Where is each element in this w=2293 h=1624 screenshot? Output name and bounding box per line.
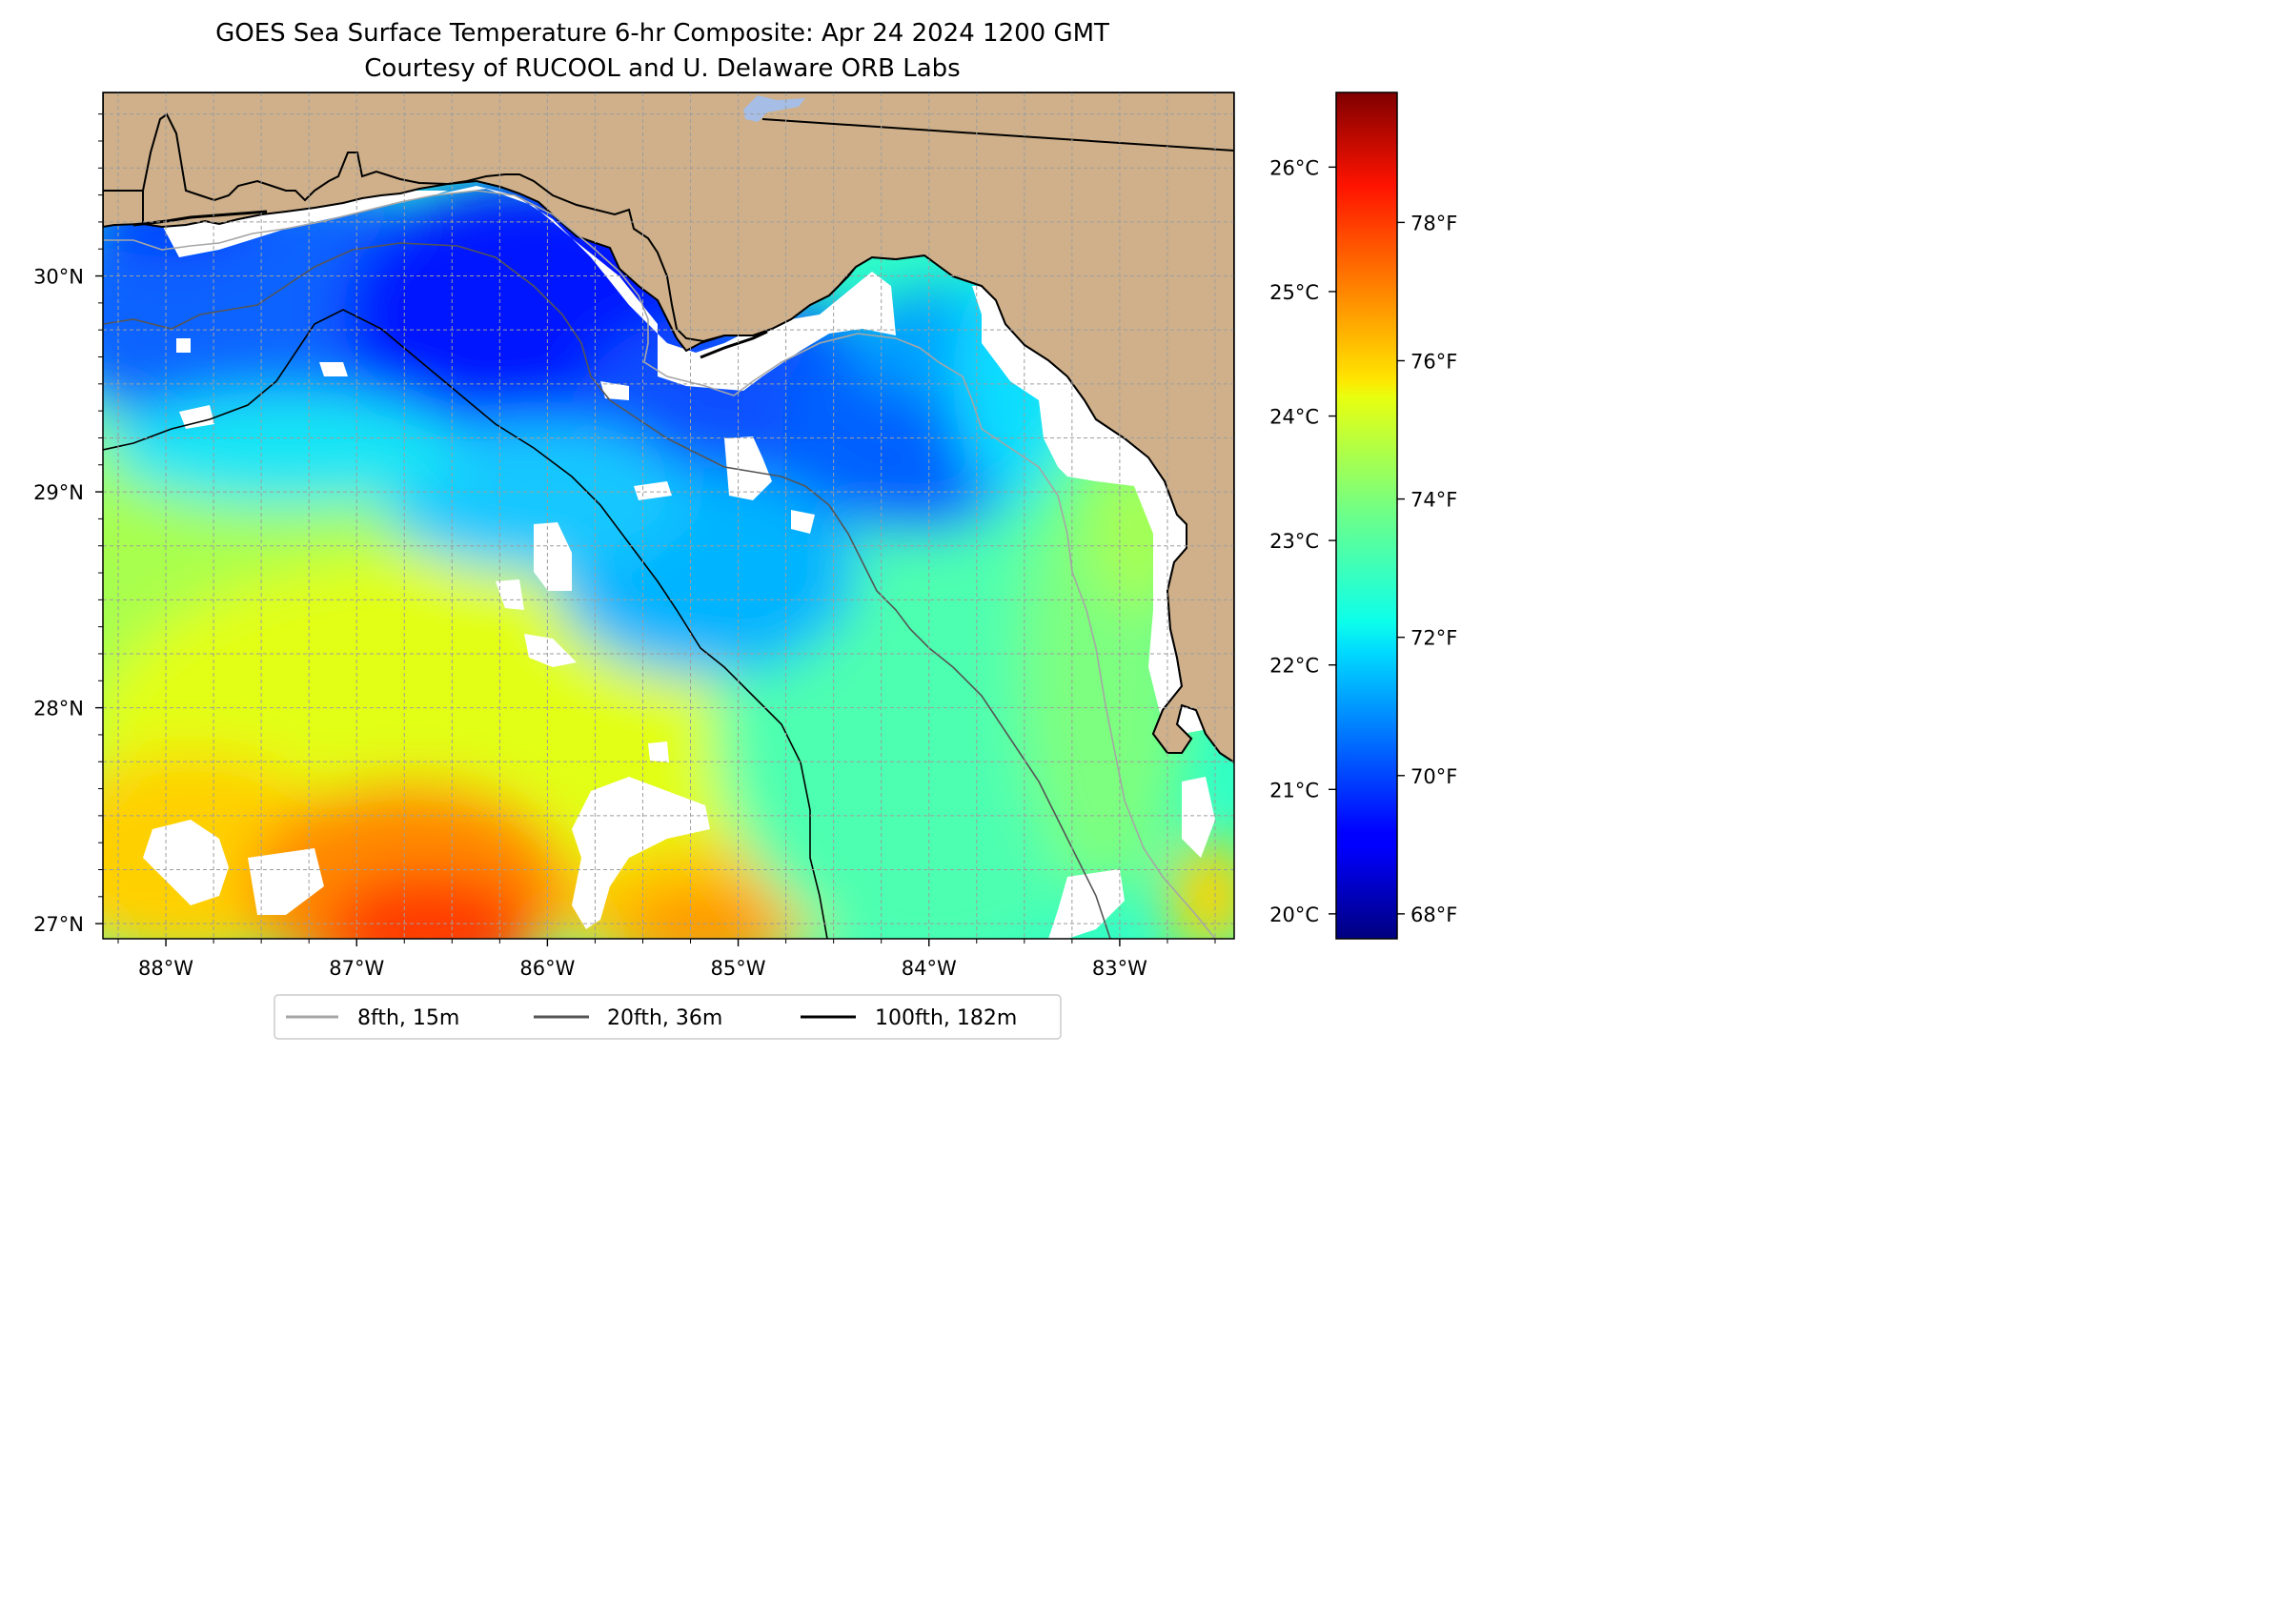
sst-field [103,181,1234,939]
lat-tick-label: 27°N [33,913,84,936]
state-border [761,118,1234,152]
celsius-tick-label: 20°C [1269,903,1319,926]
map-subtitle: Courtesy of RUCOOL and U. Delaware ORB L… [364,54,960,83]
fahrenheit-tick-label: 68°F [1410,903,1457,926]
celsius-tick-label: 24°C [1269,406,1319,429]
lon-tick-label: 86°W [519,957,575,980]
lake [743,95,805,122]
colorbar [1335,91,1398,940]
celsius-tick-label: 23°C [1269,530,1319,553]
lat-tick-label: 28°N [33,698,84,721]
legend-label-20fth: 20fth, 36m [607,1006,722,1030]
fahrenheit-tick-label: 72°F [1410,627,1457,650]
isobath-8fth-line [103,190,1216,939]
celsius-tick-label: 26°C [1269,156,1319,179]
celsius-tick-label: 21°C [1269,779,1319,802]
graticule [103,92,1234,939]
legend-label-100fth: 100fth, 182m [875,1006,1017,1030]
lat-tick-label: 30°N [33,266,84,289]
lon-tick-label: 84°W [902,957,957,980]
colorbar-celsius-axis: 20°C 21°C 22°C 23°C 24°C 25°C 26°C [1269,156,1336,926]
legend-box [274,994,1062,1040]
fahrenheit-tick-label: 74°F [1410,489,1457,512]
fahrenheit-tick-label: 70°F [1410,765,1457,788]
isobath-legend: 8fth, 15m 20fth, 36m 100fth, 182m [274,994,1062,1040]
lon-tick-label: 83°W [1092,957,1147,980]
isobath-100fth-line [103,309,828,939]
lon-axis: 88°W 87°W 86°W 85°W 84°W 83°W [117,939,1216,980]
celsius-tick-label: 22°C [1269,655,1319,678]
lon-tick-label: 88°W [138,957,193,980]
legend-label-8fth: 8fth, 15m [357,1006,459,1030]
sst-map-figure: GOES Sea Surface Temperature 6-hr Compos… [33,19,1457,1040]
lon-tick-label: 85°W [711,957,766,980]
celsius-tick-label: 25°C [1269,281,1319,304]
bay-outline [132,210,268,227]
lon-tick-label: 87°W [329,957,384,980]
fahrenheit-tick-label: 76°F [1410,350,1457,373]
lat-axis: 27°N 28°N 29°N 30°N [33,113,103,936]
lat-tick-label: 29°N [33,481,84,504]
map-panel [103,92,1234,939]
fahrenheit-tick-label: 78°F [1410,212,1457,234]
map-title: GOES Sea Surface Temperature 6-hr Compos… [215,19,1109,48]
map-frame [102,91,1235,940]
colorbar-fahrenheit-axis: 68°F 70°F 72°F 74°F 76°F 78°F [1397,212,1457,926]
